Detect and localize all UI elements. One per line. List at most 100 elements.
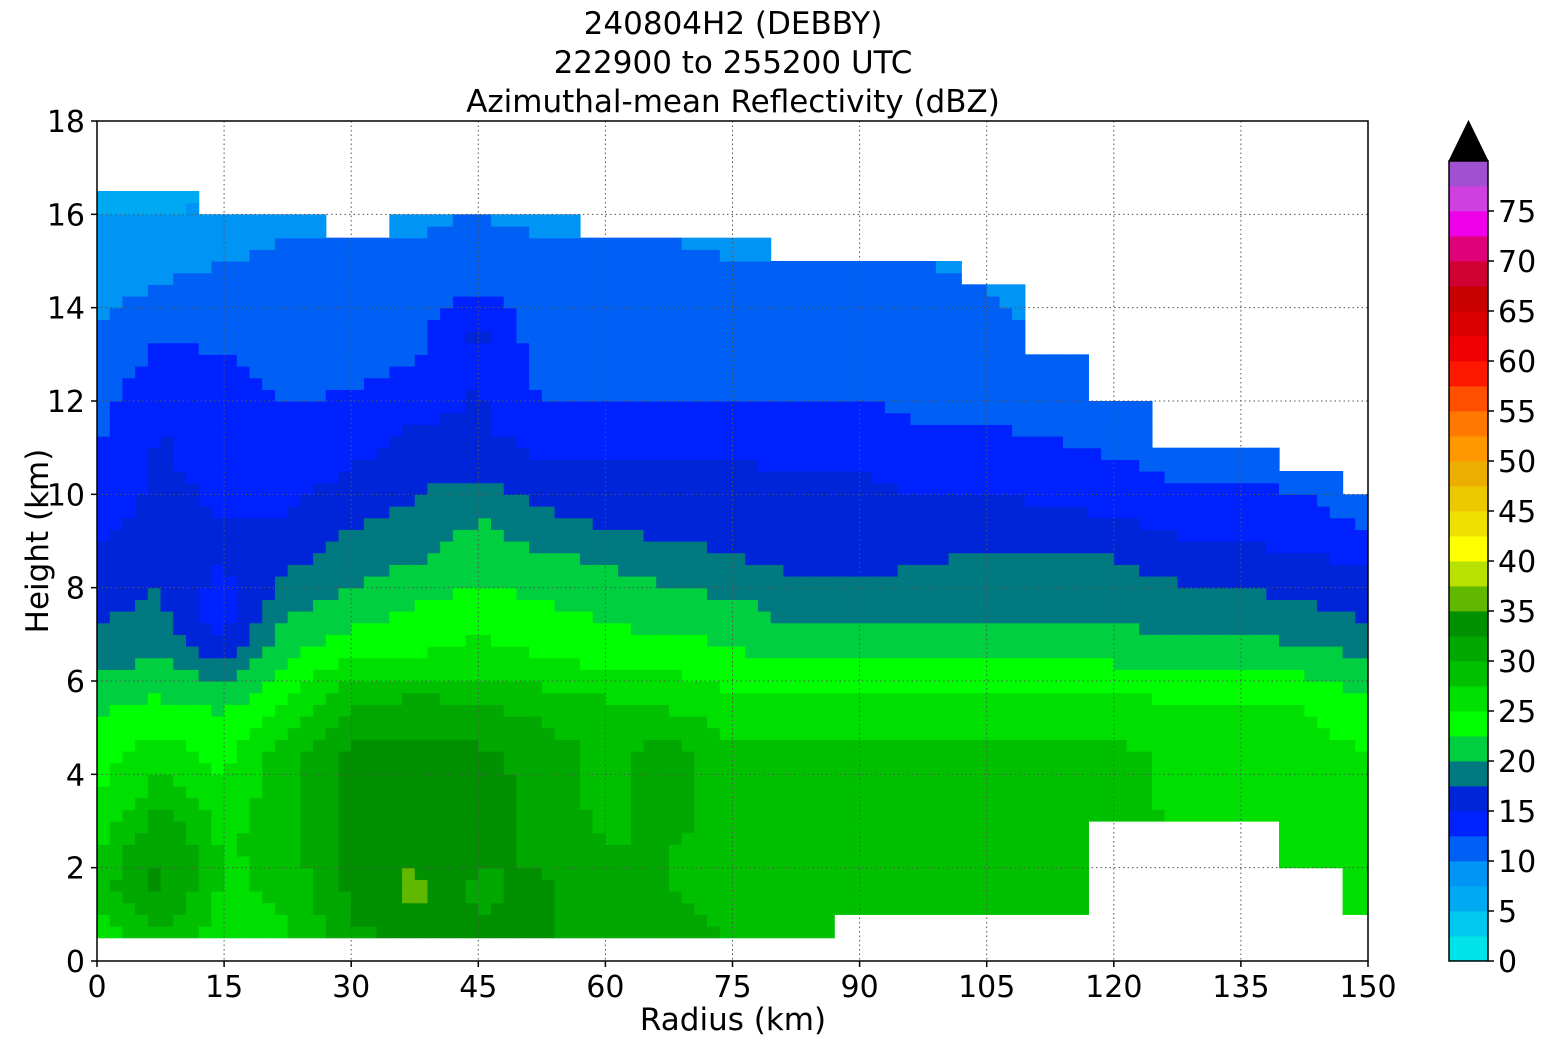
field-cell bbox=[1113, 622, 1128, 635]
field-cell bbox=[529, 284, 543, 297]
field-cell bbox=[351, 716, 365, 729]
field-cell bbox=[313, 319, 327, 332]
field-cell bbox=[376, 471, 390, 484]
field-cell bbox=[529, 576, 543, 589]
field-cell bbox=[681, 354, 695, 367]
field-cell bbox=[491, 809, 505, 822]
field-cell bbox=[1012, 331, 1026, 344]
field-cell bbox=[1037, 692, 1051, 705]
field-cell bbox=[414, 482, 429, 495]
field-cell bbox=[1075, 611, 1089, 624]
field-cell bbox=[643, 751, 657, 764]
field-cell bbox=[1113, 797, 1128, 810]
field-cell bbox=[770, 681, 784, 694]
field-cell bbox=[541, 331, 556, 344]
field-cell bbox=[1012, 494, 1026, 507]
field-cell bbox=[389, 517, 403, 530]
field-cell bbox=[846, 727, 861, 740]
field-cell bbox=[363, 657, 378, 670]
field-cell bbox=[1012, 541, 1026, 554]
field-cell bbox=[757, 249, 772, 262]
field-cell bbox=[986, 587, 1001, 600]
field-cell bbox=[1151, 646, 1166, 659]
field-cell bbox=[274, 587, 289, 600]
field-cell bbox=[694, 716, 708, 729]
field-cell bbox=[287, 716, 301, 729]
field-cell bbox=[414, 459, 429, 472]
field-cell bbox=[808, 809, 823, 822]
field-cell bbox=[770, 401, 784, 414]
field-cell bbox=[491, 226, 505, 239]
field-cell bbox=[821, 284, 835, 297]
field-cell bbox=[198, 471, 212, 484]
field-cell bbox=[796, 622, 810, 635]
field-cell bbox=[414, 891, 429, 904]
field-cell bbox=[948, 296, 962, 309]
field-cell bbox=[389, 377, 403, 390]
field-cell bbox=[541, 459, 556, 472]
field-cell bbox=[745, 424, 759, 437]
field-cell bbox=[135, 622, 149, 635]
field-cell bbox=[1075, 774, 1089, 787]
field-cell bbox=[796, 832, 810, 845]
field-cell bbox=[1012, 471, 1026, 484]
field-cell bbox=[1126, 809, 1140, 822]
field-cell bbox=[834, 867, 848, 880]
field-cell bbox=[135, 517, 149, 530]
field-cell bbox=[948, 436, 962, 449]
field-cell bbox=[529, 856, 543, 869]
field-cell bbox=[834, 879, 848, 892]
field-cell bbox=[325, 657, 340, 670]
field-cell bbox=[224, 774, 238, 787]
field-cell bbox=[567, 319, 581, 332]
field-cell bbox=[351, 331, 365, 344]
field-cell bbox=[961, 331, 975, 344]
field-cell bbox=[961, 424, 975, 437]
field-cell bbox=[707, 599, 721, 612]
field-cell bbox=[770, 552, 784, 565]
field-cell bbox=[592, 856, 606, 869]
field-cell bbox=[491, 902, 505, 915]
field-cell bbox=[122, 634, 136, 647]
field-cell bbox=[427, 809, 441, 822]
field-cell bbox=[529, 249, 543, 262]
field-cell bbox=[376, 331, 390, 344]
field-cell bbox=[122, 564, 136, 577]
field-cell bbox=[389, 296, 403, 309]
field-cell bbox=[579, 436, 594, 449]
field-cell bbox=[681, 552, 695, 565]
field-cell bbox=[491, 389, 505, 402]
field-cell bbox=[249, 774, 263, 787]
field-cell bbox=[1190, 471, 1204, 484]
field-cell bbox=[579, 879, 594, 892]
field-cell bbox=[97, 424, 111, 437]
field-cell bbox=[529, 646, 543, 659]
field-cell bbox=[668, 786, 683, 799]
field-cell bbox=[745, 902, 759, 915]
field-cell bbox=[97, 669, 111, 682]
field-cell bbox=[198, 856, 212, 869]
field-cell bbox=[173, 634, 187, 647]
field-cell bbox=[1202, 797, 1217, 810]
field-cell bbox=[465, 657, 479, 670]
field-cell bbox=[885, 681, 899, 694]
field-cell bbox=[452, 879, 467, 892]
field-cell bbox=[351, 237, 365, 250]
field-cell bbox=[745, 552, 759, 565]
field-cell bbox=[147, 401, 162, 414]
field-cell bbox=[1202, 587, 1217, 600]
field-cell bbox=[135, 307, 149, 320]
field-cell bbox=[338, 704, 352, 717]
field-cell bbox=[707, 622, 721, 635]
field-cell bbox=[757, 482, 772, 495]
field-cell bbox=[516, 482, 530, 495]
field-cell bbox=[770, 692, 784, 705]
field-cell bbox=[109, 331, 124, 344]
field-cell bbox=[1177, 471, 1191, 484]
field-cell bbox=[1050, 482, 1064, 495]
field-cell bbox=[783, 366, 797, 379]
field-cell bbox=[122, 377, 136, 390]
field-cell bbox=[1139, 529, 1153, 542]
field-cell bbox=[478, 272, 492, 285]
field-cell bbox=[478, 424, 492, 437]
